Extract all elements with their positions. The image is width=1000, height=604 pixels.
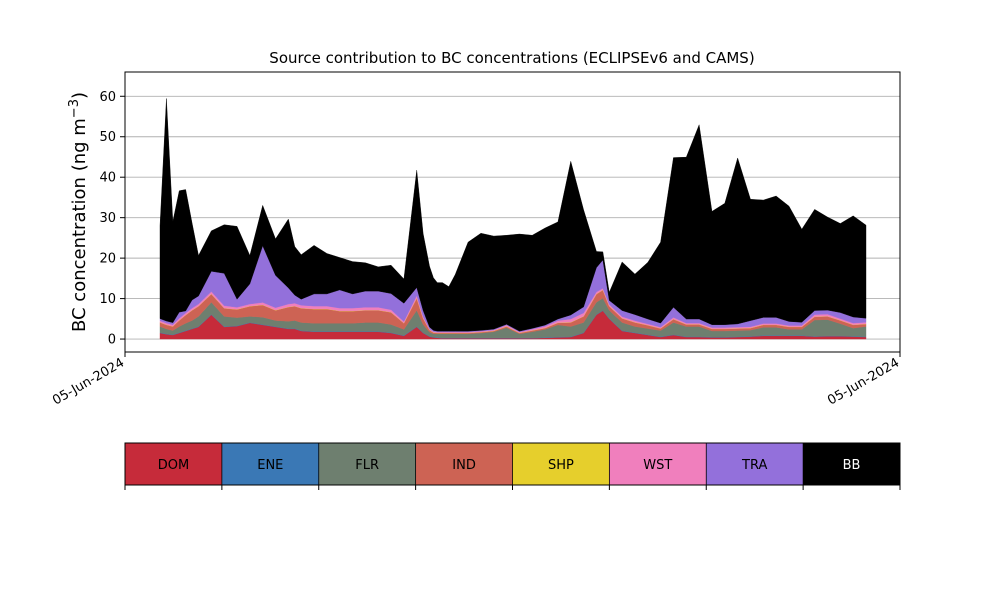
legend-label-flr: FLR [355,458,379,473]
plot-frame [124,71,901,353]
legend-swatch-dom [125,443,222,485]
legend-label-ene: ENE [257,458,283,473]
legend-label-bb: BB [843,458,861,473]
y-tick-label: 60 [99,90,116,105]
legend-colorbar: DOM ENE FLR IND SHP WST TRA BB [124,443,901,490]
chart-title: Source contribution to BC concentrations… [269,49,754,67]
legend-swatch-ind [415,443,513,485]
y-tick-label: 20 [99,252,116,267]
legend-label-wst: WST [643,458,672,473]
y-axis-ticks: 0 10 20 30 40 50 60 [99,90,125,348]
y-tick-label: 40 [99,171,116,186]
y-axis-label: BC concentration (ng m−3) [67,92,90,332]
legend-swatch-tra [706,443,804,485]
y-tick-label: 30 [99,211,116,226]
legend-swatch-ene [221,443,319,485]
y-axis-label-close: ) [69,92,90,99]
x-axis-ticks: 05-Jun-2024 05-Jun-2024 [50,352,902,408]
legend-swatch-bb [803,443,900,485]
legend-swatch-wst [609,443,707,485]
legend-label-shp: SHP [548,458,574,473]
y-tick-label: 50 [99,130,116,145]
y-axis-label-main: BC concentration (ng m [69,118,90,332]
y-tick-label: 0 [108,333,116,348]
y-axis-label-superscript: −3 [67,99,82,118]
x-tick-label-left: 05-Jun-2024 [50,355,127,408]
legend-swatch-shp [512,443,610,485]
legend-label-dom: DOM [158,458,189,473]
y-tick-label: 10 [99,292,116,307]
legend-swatch-flr [318,443,416,485]
x-tick-label-right: 05-Jun-2024 [825,355,902,408]
legend-frame [124,442,901,486]
legend-label-tra: TRA [741,458,767,473]
stacked-areas [159,98,867,340]
legend-label-ind: IND [452,458,476,473]
area-bb [159,98,867,332]
